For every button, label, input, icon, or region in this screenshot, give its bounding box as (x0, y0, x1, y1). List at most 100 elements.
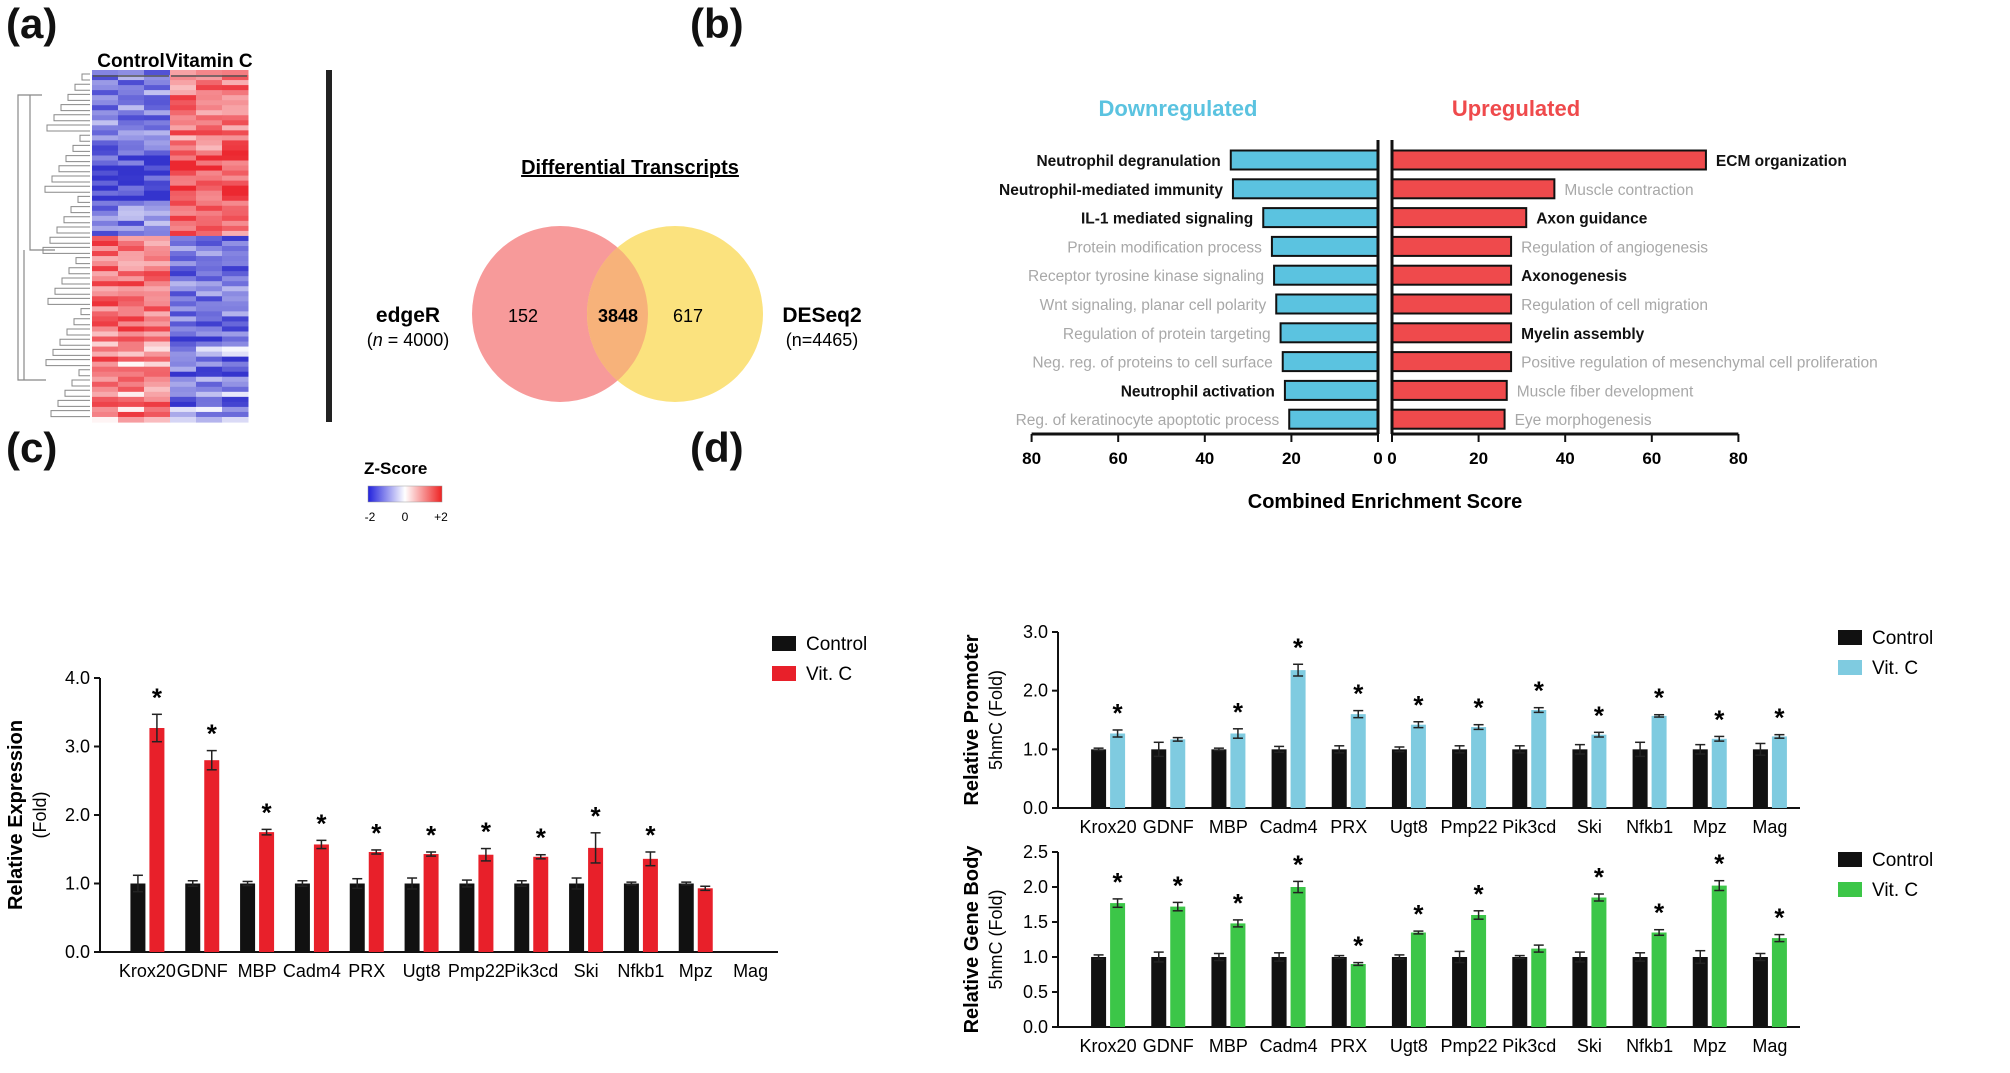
heatmap-cell (222, 401, 249, 408)
heatmap-cell (196, 301, 223, 307)
heatmap-cell (144, 200, 171, 207)
heatmap-cell (92, 170, 119, 177)
heatmap-cell (92, 80, 119, 86)
x-tick-label: Ugt8 (1390, 1036, 1428, 1056)
heatmap-cell (92, 185, 119, 192)
x-tick-label: Cadm4 (1260, 817, 1318, 837)
heatmap-cell (92, 140, 119, 147)
heatmap-cell (118, 301, 145, 307)
significance-marker: * (426, 820, 437, 850)
zscore-legend-title: Z-Score (364, 459, 427, 478)
heatmap-cell (92, 125, 119, 131)
heatmap-cell (222, 411, 249, 418)
enrichment-term-up: ECM organization (1716, 153, 1847, 170)
heatmap-cell (170, 381, 197, 388)
heatmap-cell (196, 251, 223, 257)
venn-set-size-deseq2: (n=4465) (786, 330, 859, 350)
heatmap-cell (144, 145, 171, 152)
heatmap-cell (92, 326, 119, 333)
dendrogram (17, 73, 90, 418)
heatmap-cell (92, 100, 119, 106)
heatmap-cell (170, 70, 197, 76)
upregulated-title: Upregulated (1452, 96, 1580, 121)
heatmap-cell (144, 406, 171, 413)
dendrogram-branch (58, 165, 90, 173)
heatmap-cell (170, 230, 197, 237)
heatmap-cell (196, 341, 223, 348)
heatmap-cell (92, 276, 119, 282)
bar-treated (1110, 903, 1126, 1027)
heatmap-cell (144, 356, 171, 363)
heatmap-cell (170, 271, 197, 277)
heatmap-cell (92, 230, 119, 237)
x-tick-label: Ugt8 (403, 961, 441, 981)
heatmap-cell (118, 396, 145, 403)
heatmap-cell (118, 261, 145, 267)
heatmap-group-label: Vitamin C (165, 51, 253, 72)
bar-treated (1771, 736, 1787, 808)
heatmap-cell (118, 235, 145, 242)
venn-count-edger-only: 152 (508, 306, 538, 326)
heatmap-cell (118, 85, 145, 91)
heatmap-cell (196, 210, 223, 217)
heatmap-cell (144, 311, 171, 317)
legend-swatch (1838, 882, 1862, 897)
enrichment-bar-down (1273, 264, 1379, 286)
heatmap-cell (92, 135, 119, 141)
y-tick-label: 0.0 (1023, 1017, 1048, 1037)
heatmap-cell (170, 80, 197, 86)
heatmap-cell (118, 175, 145, 182)
heatmap-cell (196, 326, 223, 333)
heatmap-cell (222, 175, 249, 182)
heatmap-cell (92, 235, 119, 242)
heatmap-cell (118, 276, 145, 282)
dendrogram-branch (79, 134, 90, 142)
x-tick-label: GDNF (1143, 1036, 1194, 1056)
enrichment-x-tick-label: 60 (1109, 449, 1128, 468)
bar-treated (423, 854, 439, 952)
enrichment-term-up: Eye morphogenesis (1515, 412, 1652, 429)
bar-control (459, 883, 475, 952)
heatmap-cell (170, 301, 197, 307)
bar-treated (1471, 915, 1487, 1027)
legend-label: Control (806, 634, 867, 655)
heatmap-cell (170, 326, 197, 333)
bar-control (1391, 957, 1407, 1027)
heatmap-cell (196, 190, 223, 197)
x-tick-label: Pik3cd (1502, 1036, 1556, 1056)
heatmap-cell (118, 230, 145, 237)
heatmap-cell (196, 416, 223, 423)
bar-treated (1651, 932, 1667, 1027)
heatmap-cell (222, 135, 249, 141)
heatmap-cell (222, 346, 249, 353)
heatmap-cell (144, 140, 171, 147)
heatmap-cell (118, 125, 145, 131)
heatmap-cell (144, 185, 171, 192)
significance-marker: * (1113, 698, 1124, 728)
enrichment-bar-down (1262, 207, 1380, 229)
significance-marker: * (1233, 697, 1244, 727)
dendrogram-branch (56, 226, 90, 234)
heatmap-cell (118, 361, 145, 368)
heatmap-cell (196, 321, 223, 328)
heatmap-cell (170, 406, 197, 413)
heatmap-cell (92, 225, 119, 232)
enrichment-bar-down (1231, 178, 1379, 200)
heatmap-cell (144, 120, 171, 126)
dendrogram-branch (77, 195, 90, 203)
x-tick-label: MBP (1209, 817, 1248, 837)
heatmap-cell (118, 130, 145, 136)
heatmap-cell (118, 391, 145, 398)
y-tick-label: 1.0 (65, 874, 90, 894)
dendrogram-branch (64, 389, 90, 397)
heatmap-cell (92, 105, 119, 111)
heatmap-cell (92, 341, 119, 348)
heatmap-cell (144, 391, 171, 398)
legend-label: Control (1872, 628, 1933, 649)
heatmap-cell (144, 70, 171, 76)
heatmap-cell (92, 200, 119, 207)
legend-label: Vit. C (1872, 658, 1918, 679)
dendrogram-branch (75, 257, 90, 265)
heatmap-cell (196, 115, 223, 121)
